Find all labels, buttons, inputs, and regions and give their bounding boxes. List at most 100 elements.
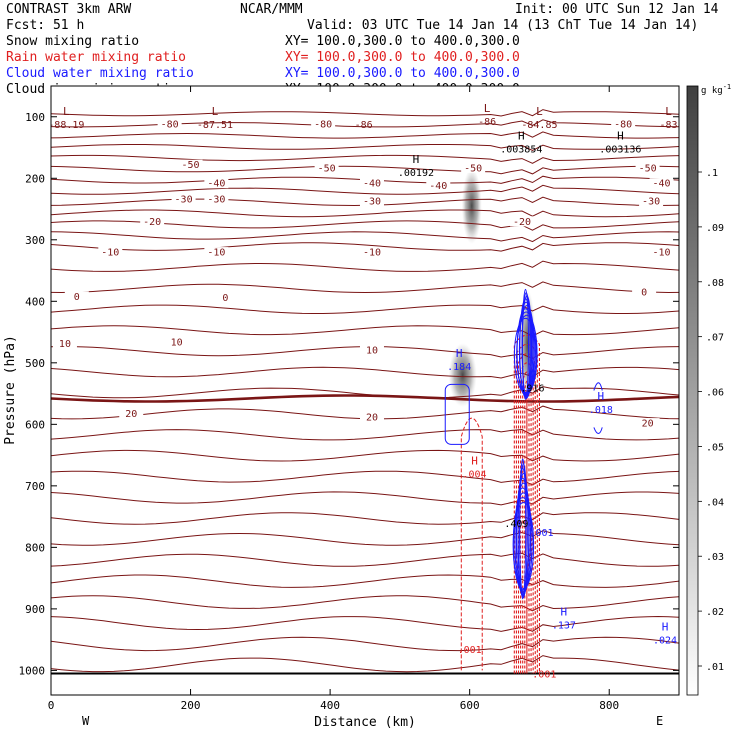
isotherm-line (51, 615, 679, 632)
extremum-value: -86 (355, 120, 373, 131)
extrema-annotations: L -88.19 L -87.51 -86 L -86 L -84.85 L -83 H .003854… (48, 102, 678, 680)
extremum-value: .001 (458, 645, 482, 656)
isotherm-line (51, 165, 679, 175)
x-tick-label: 400 (320, 699, 340, 712)
contour-label-mask (359, 178, 384, 189)
isotherm-label: -20 (513, 217, 531, 228)
field-snow-name: Snow mixing ratio (6, 34, 139, 49)
isotherm-line (51, 636, 679, 652)
contour-label-mask (461, 162, 486, 173)
isotherm-line (51, 260, 679, 272)
y-tick-label: 200 (25, 172, 45, 185)
isotherm-label: -80 (314, 120, 332, 131)
extremum-value: .003854 (500, 145, 542, 156)
center-name: NCAR/MMM (240, 2, 303, 17)
field-rain-name: Rain water mixing ratio (6, 50, 186, 65)
isotherm-label: 10 (171, 337, 183, 348)
colorbar-tick-label: .01 (706, 662, 724, 673)
extremum-value: -88.19 (48, 120, 84, 131)
contour-labels: -80 -80 -80 -50 -50 -50 -50 -40 -40 -40 -40 -30 -30 -… (52, 119, 674, 430)
cloud-contour-line (593, 382, 603, 435)
isotherm-label: -50 (639, 163, 657, 174)
high-marker: H (662, 621, 669, 634)
low-marker: L (665, 105, 672, 118)
y-tick-label: 400 (25, 295, 45, 308)
isotherm-label: -80 (614, 120, 632, 131)
extremum-value: -86 (478, 117, 496, 128)
y-tick-label: 600 (25, 418, 45, 431)
isotherm-line (51, 281, 679, 294)
isotherm-label: -40 (363, 179, 381, 190)
field-rain-xy: XY= 100.0,300.0 to 400.0,300.0 (285, 50, 520, 65)
isotherm-label: -10 (653, 248, 671, 259)
contour-label-mask (204, 247, 229, 258)
extremum-value: .001 (532, 669, 556, 680)
contour-label-mask (426, 180, 451, 191)
isotherm-line (51, 119, 679, 128)
low-marker: L (63, 105, 70, 118)
high-marker: H (518, 130, 525, 143)
extremum-value: .916 (520, 383, 544, 394)
isotherm-label: -30 (207, 195, 225, 206)
low-marker: L (536, 105, 543, 118)
contour-label-mask (611, 119, 636, 130)
contour-label-mask (98, 247, 123, 258)
isotherm-line (51, 428, 679, 441)
y-tick-label: 900 (25, 603, 45, 616)
high-marker: H (471, 455, 478, 468)
y-tick-label: 1000 (19, 664, 46, 677)
plot-area: -80 -80 -80 -50 -50 -50 -50 -40 -40 -40 -40 -30 -30 -… (48, 86, 679, 695)
x-tick-label: 0 (48, 699, 55, 712)
isotherm-label: -10 (363, 248, 381, 259)
contour-label-mask (635, 162, 660, 173)
contour-label-mask (119, 408, 144, 419)
extremum-value: .003136 (599, 145, 641, 156)
isotherm-label: 20 (366, 412, 378, 423)
west-label: W (82, 714, 90, 728)
isotherm-label: -30 (175, 195, 193, 206)
isotherm-line (51, 144, 679, 151)
isotherm-line (51, 595, 679, 612)
extremum-value: -83 (660, 120, 678, 131)
contour-label-mask (359, 247, 384, 258)
plot-frame (50, 85, 680, 696)
high-marker: H (598, 390, 605, 403)
contour-label-mask (359, 196, 384, 207)
contour-label-mask (314, 162, 339, 173)
isotherm-label: -50 (464, 163, 482, 174)
high-marker: H (413, 153, 420, 166)
forecast-hour: Fcst: 51 h (6, 18, 84, 33)
colorbar-tick-label: .02 (706, 607, 724, 618)
extremum-value: -84.85 (521, 120, 557, 131)
isotherm-line (51, 184, 679, 195)
field-snow-xy: XY= 100.0,300.0 to 400.0,300.0 (285, 34, 520, 49)
cloud-contours (444, 288, 603, 600)
contour-label-mask (140, 216, 165, 227)
isotherm-line (51, 209, 679, 218)
cloud-contour-line (516, 314, 538, 394)
isotherm-line (51, 231, 679, 243)
isotherm-label: -50 (318, 163, 336, 174)
isotherm-label: 20 (125, 409, 137, 420)
colorbar-unit-base: g kg (701, 86, 723, 96)
colorbar-tick-label: .04 (706, 497, 724, 508)
high-marker: H (456, 347, 463, 360)
rain-contour-line (460, 417, 483, 671)
extremum-value: .018 (589, 405, 613, 416)
isotherm-label: -40 (653, 179, 671, 190)
isotherm-label: -50 (182, 160, 200, 171)
contour-label-mask (52, 338, 77, 349)
contour-label-mask (510, 216, 534, 227)
colorbar-tick-label: .06 (706, 388, 724, 399)
isotherm-label: 0 (641, 288, 647, 299)
contour-label-mask (635, 418, 660, 429)
isotherm-label: 10 (366, 345, 378, 356)
colorbar-tick-label: .03 (706, 552, 724, 563)
contour-label-mask (632, 287, 657, 298)
isotherm-line (51, 530, 679, 546)
isotherm-line (51, 131, 679, 139)
isotherm-line (51, 449, 679, 462)
freezing-level-line (51, 394, 679, 403)
colorbar-tick-label: .09 (706, 223, 724, 234)
